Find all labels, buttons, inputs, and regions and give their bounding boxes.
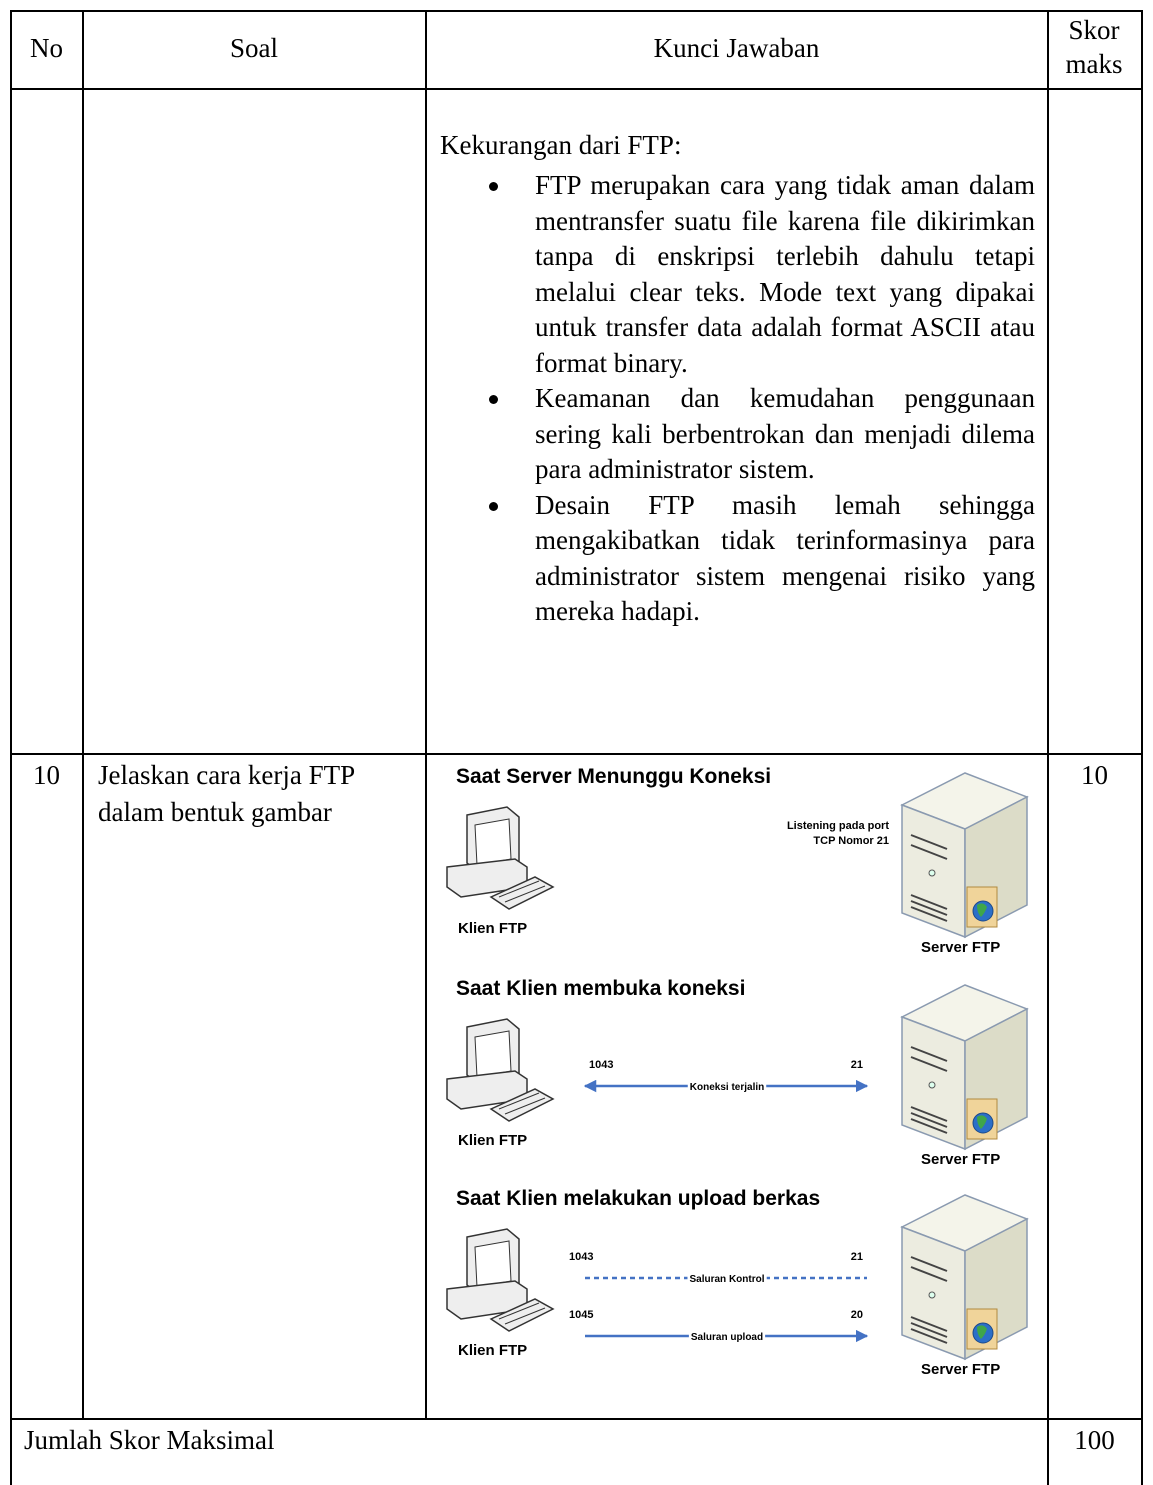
header: No — [30, 33, 63, 63]
server-slot — [910, 1256, 948, 1272]
server-label: Server FTP — [921, 939, 1000, 956]
keys — [504, 1097, 546, 1115]
rule — [10, 10, 12, 1485]
port: 1045 — [569, 1309, 593, 1321]
server-slot — [910, 894, 948, 910]
header: Kunci Jawaban — [653, 33, 820, 63]
port: 1043 — [589, 1059, 613, 1071]
connection-label: Saluran Kontrol — [689, 1274, 764, 1285]
server-slot — [910, 1316, 948, 1332]
server-slot — [910, 900, 948, 916]
server-led — [928, 1291, 936, 1299]
panel: Saat Server Menunggu Koneksi Klien FTP Ser… — [446, 765, 1029, 956]
ftp-diagram: Saat Server Menunggu Koneksi Klien FTP Ser… — [446, 765, 1029, 1378]
server-slot — [910, 1322, 948, 1338]
answer-intro: Kekurangan dari FTP: — [440, 130, 682, 160]
server-slot — [910, 906, 948, 922]
label-bg — [688, 1332, 766, 1343]
client-label: Klien FTP — [458, 1132, 527, 1149]
connection-label: Saluran upload — [691, 1332, 763, 1343]
server-slot — [910, 1112, 948, 1128]
server-slot — [910, 1046, 948, 1062]
answer-list: FTP merupakan cara yang tidak aman dalam… — [489, 168, 1035, 630]
server-slot — [910, 1106, 948, 1122]
client-label: Klien FTP — [458, 1342, 527, 1359]
panel: Saat Klien membuka koneksi Klien FTP Serve… — [446, 977, 1029, 1168]
server-slot — [910, 1328, 948, 1344]
question: Jelaskan cara kerja FTP dalam bentuk gam… — [98, 760, 355, 827]
note: TCP Nomor 21 — [813, 835, 889, 847]
rule — [10, 88, 1142, 90]
label-bg — [687, 1082, 767, 1093]
server-slot — [910, 1266, 948, 1282]
footer-score: 100 — [1074, 1425, 1115, 1455]
footer-label: Jumlah Skor Maksimal — [24, 1425, 275, 1455]
rule — [10, 10, 1142, 12]
panel-title: Saat Klien melakukan upload berkas — [456, 1187, 820, 1210]
server-slot — [910, 1056, 948, 1072]
keys — [498, 880, 540, 898]
score: 10 — [1081, 760, 1108, 790]
keys — [498, 1302, 540, 1320]
server-label: Server FTP — [921, 1151, 1000, 1168]
row-number: 10 — [33, 760, 60, 790]
header: Soal — [229, 33, 278, 63]
server-label: Server FTP — [921, 1361, 1000, 1378]
port: 21 — [851, 1059, 863, 1071]
server-led — [928, 869, 936, 877]
note: Listening pada port — [787, 820, 889, 832]
bullet: Desain FTP masih lemah sehingga mengakib… — [489, 488, 1035, 630]
screen — [474, 1240, 512, 1288]
server-slot — [910, 1118, 948, 1134]
rule — [10, 1418, 1142, 1420]
header: Skor maks — [1065, 15, 1123, 79]
globe-land — [977, 1115, 987, 1129]
rule — [1141, 10, 1143, 1485]
keys — [504, 1307, 546, 1325]
bullet: Keamanan dan kemudahan penggunaan sering… — [489, 381, 1035, 488]
port: 20 — [851, 1309, 863, 1321]
rule — [425, 10, 427, 1418]
keys — [498, 1092, 540, 1110]
panel-title: Saat Server Menunggu Koneksi — [456, 765, 771, 788]
rule — [1047, 10, 1049, 1485]
port: 1043 — [569, 1251, 593, 1263]
bullet: FTP merupakan cara yang tidak aman dalam… — [489, 168, 1035, 381]
rule — [10, 753, 1142, 755]
globe-land — [977, 903, 987, 917]
label-bg — [687, 1274, 767, 1285]
port: 21 — [851, 1251, 863, 1263]
client-label: Klien FTP — [458, 920, 527, 937]
panel: Saat Klien melakukan upload berkas Klien … — [446, 1187, 1029, 1378]
panel-title: Saat Klien membuka koneksi — [456, 977, 745, 1000]
server-slot — [910, 834, 948, 850]
rule — [82, 10, 84, 1418]
server-led — [928, 1081, 936, 1089]
keys — [504, 885, 546, 903]
connection-label: Koneksi terjalin — [690, 1082, 764, 1093]
globe-land — [977, 1325, 987, 1339]
screen — [474, 818, 512, 866]
screen — [474, 1030, 512, 1078]
server-slot — [910, 844, 948, 860]
